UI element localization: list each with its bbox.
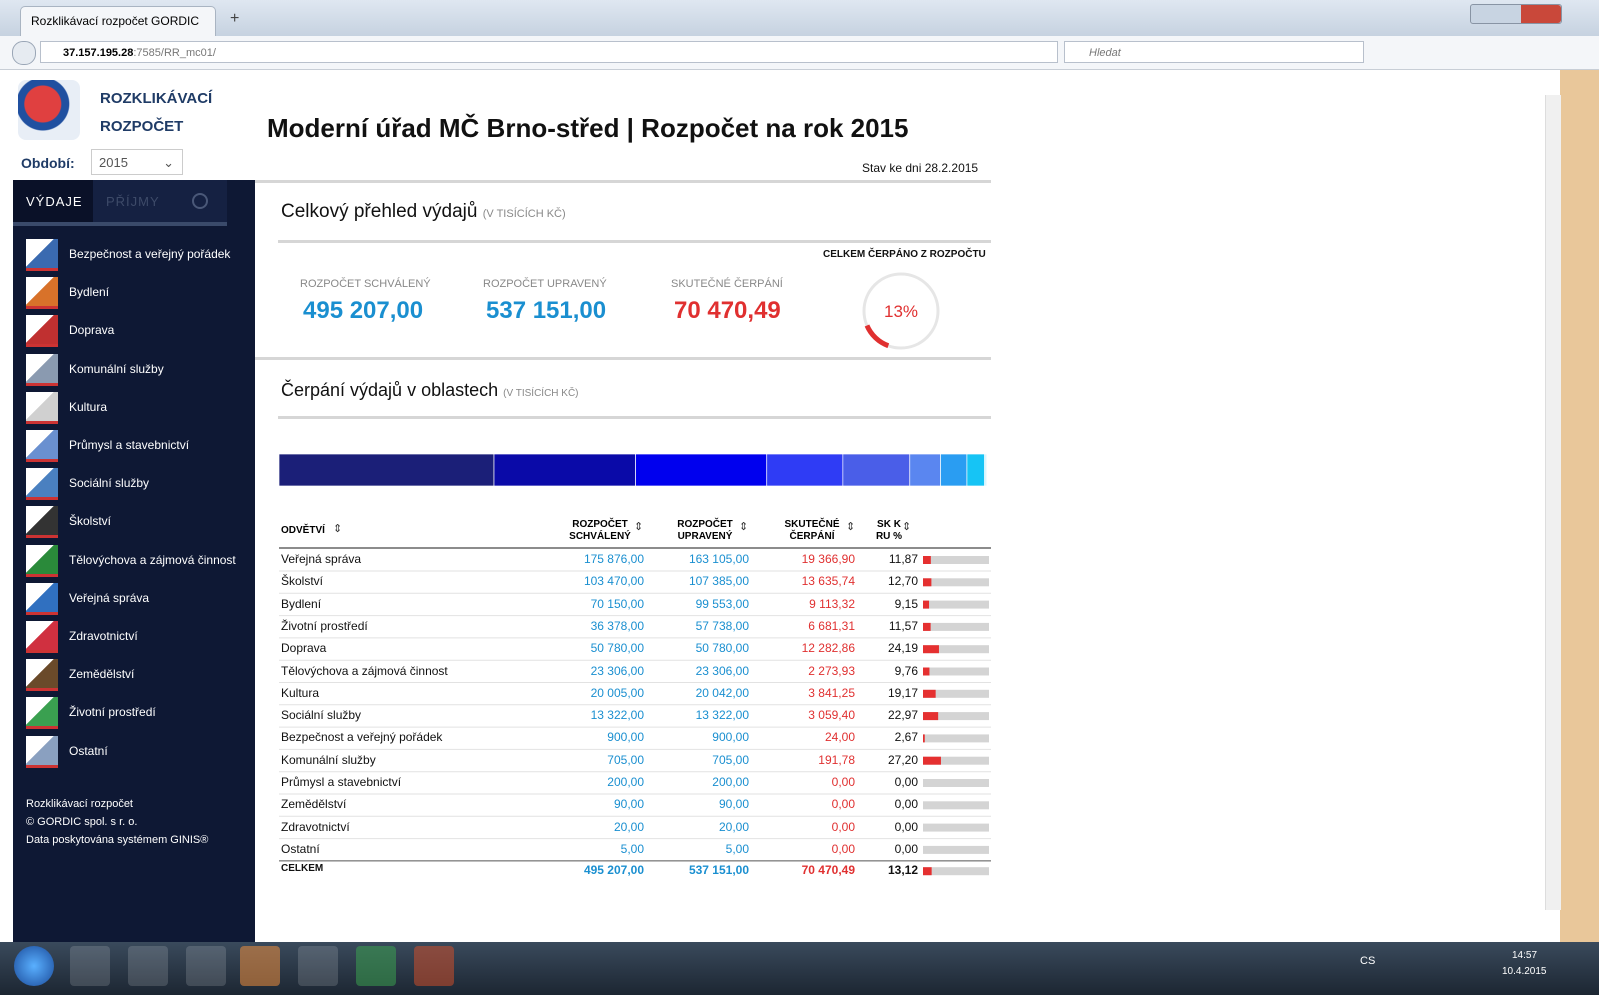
strip-segment [967,454,985,486]
taskbar-app[interactable] [186,946,226,986]
ratio-track [923,867,989,875]
taskbar-app[interactable] [240,946,280,986]
taskbar-app[interactable] [414,946,454,986]
strip-segment [843,454,910,486]
ratio-track [923,846,989,854]
ratio-track [923,824,989,832]
strip-segment [767,454,843,486]
clock-time[interactable]: 14:57 [1512,950,1537,961]
page: Rozpočet html,body{margin:0;padding:0;wi… [0,0,1599,995]
ratio-bar [923,668,929,676]
ratio-track [923,578,989,586]
taskbar-app[interactable] [298,946,338,986]
ratio-bar [923,867,932,875]
strip-segment [279,454,494,486]
ratio-bar [923,690,936,698]
gauge-label: 13% [884,302,918,321]
start-button[interactable] [14,946,54,986]
taskbar-app[interactable] [356,946,396,986]
ratio-bar [923,601,929,609]
ratio-track [923,556,989,564]
ratio-bar [923,712,938,720]
gauge-arc [867,326,888,346]
taskbar-app[interactable] [128,946,168,986]
ratio-bar [923,556,931,564]
ratio-track [923,734,989,742]
strip-segment [940,454,966,486]
ratio-track [923,601,989,609]
ratio-track [923,801,989,809]
ratio-bar [923,578,931,586]
ratio-bar [923,645,939,653]
graphics: 13% [0,0,1599,995]
ratio-track [923,779,989,787]
ratio-track [923,623,989,631]
ratio-bar [923,623,931,631]
strip-segment [636,454,767,486]
ratio-bar [923,734,925,742]
strip-segment [494,454,636,486]
strip-segment [910,454,941,486]
ratio-track [923,668,989,676]
ratio-bar [923,757,941,765]
language[interactable]: CS [1360,955,1375,967]
screen: {"browser":{"tab_title":"Rozklikávací ro… [0,0,1599,995]
taskbar-app[interactable] [70,946,110,986]
clock-date[interactable]: 10.4.2015 [1502,966,1547,977]
